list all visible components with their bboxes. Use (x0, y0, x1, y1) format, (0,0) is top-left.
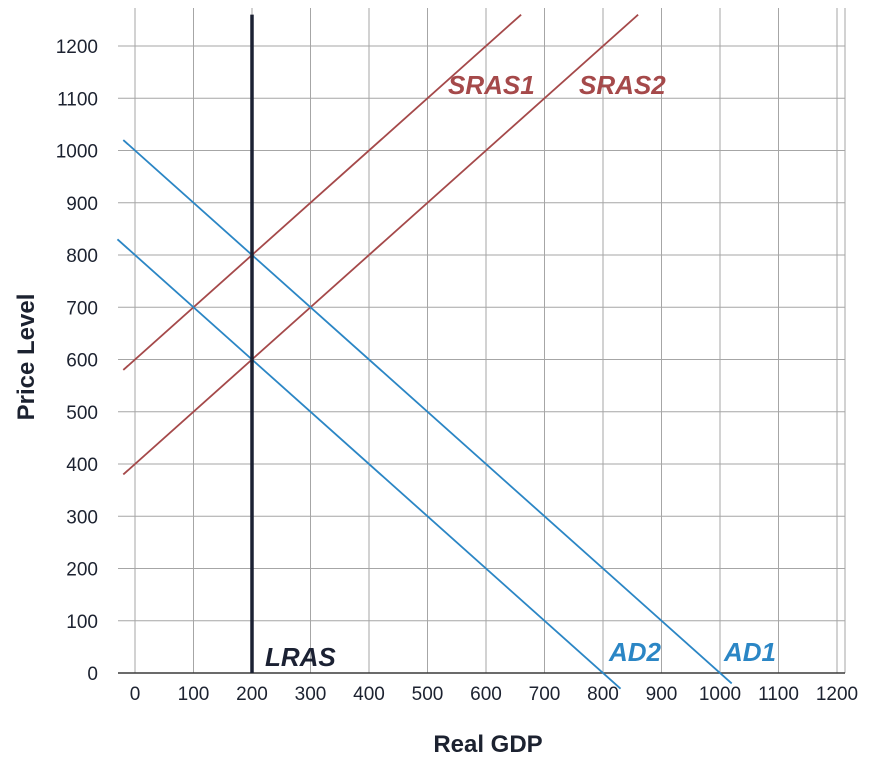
x-tick-label: 500 (412, 684, 444, 705)
ad1-label: AD1 (723, 637, 776, 667)
y-axis-title: Price Level (13, 294, 40, 421)
x-tick-label: 300 (295, 684, 327, 705)
series-line-sras1 (122, 13, 522, 371)
y-tick-label: 400 (66, 455, 98, 476)
x-tick-label: 900 (646, 684, 678, 705)
x-tick-label: 1000 (699, 684, 741, 705)
series-line-sras2 (122, 13, 639, 476)
x-tick-label: 400 (353, 684, 385, 705)
x-tick-label: 1200 (816, 684, 858, 705)
sras1-label: SRAS1 (448, 70, 535, 100)
y-tick-label: 900 (66, 194, 98, 215)
y-tick-label: 200 (66, 560, 98, 581)
ad2-label: AD2 (608, 637, 662, 667)
x-tick-label: 100 (178, 684, 210, 705)
series-line-ad2 (116, 238, 622, 690)
y-tick-label: 1100 (57, 89, 98, 110)
series-line-ad1 (122, 139, 733, 685)
x-tick-label: 700 (529, 684, 561, 705)
lras-label: LRAS (265, 642, 336, 672)
x-tick-label: 1100 (758, 684, 799, 705)
y-tick-label: 1200 (56, 37, 98, 58)
y-tick-label: 500 (66, 403, 98, 424)
x-tick-label: 600 (470, 684, 502, 705)
y-tick-label: 1000 (56, 142, 98, 163)
sras2-label: SRAS2 (579, 70, 666, 100)
tick-labels: 0 100 200 300 400 500 600 700 800 900 1000 1100 1200… (56, 37, 858, 705)
series-lines (116, 13, 733, 690)
x-tick-label: 200 (236, 684, 268, 705)
y-tick-label: 300 (66, 507, 98, 528)
x-tick-label: 800 (587, 684, 619, 705)
y-tick-label: 600 (66, 351, 98, 372)
x-axis-title: Real GDP (433, 731, 542, 758)
y-tick-label: 100 (66, 612, 98, 633)
grid (118, 8, 846, 673)
x-tick-label: 0 (130, 684, 141, 705)
y-tick-label: 800 (66, 246, 98, 267)
y-tick-label: 700 (66, 298, 98, 319)
y-tick-label: 0 (87, 664, 98, 685)
